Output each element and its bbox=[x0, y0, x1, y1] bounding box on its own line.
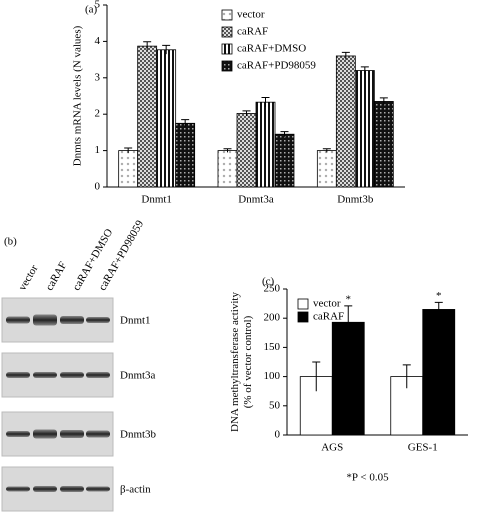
blot-band bbox=[33, 314, 57, 326]
x-tick-label: GES-1 bbox=[408, 442, 438, 454]
y-tick-label: 100 bbox=[264, 370, 281, 382]
y-tick-label: 250 bbox=[264, 283, 281, 295]
blot-band bbox=[60, 316, 84, 324]
blot-band bbox=[33, 429, 57, 439]
panel-label: (c) bbox=[262, 276, 275, 288]
legend-label: caRAF+PD98059 bbox=[237, 60, 316, 72]
row-label: Dnmt1 bbox=[120, 315, 151, 327]
x-tick-label: Dnmt1 bbox=[141, 194, 172, 206]
row-label: Dnmt3b bbox=[120, 429, 157, 441]
x-tick-label: AGS bbox=[321, 442, 343, 454]
blot-band bbox=[60, 486, 84, 492]
error-bar bbox=[312, 361, 321, 392]
y-axis-label: (% of vector control) bbox=[242, 315, 254, 408]
panel-label: (a) bbox=[85, 4, 98, 16]
footnote: *P < 0.05 bbox=[346, 472, 389, 484]
legend-swatch bbox=[221, 60, 233, 72]
legend-label: caRAF+DMSO bbox=[237, 43, 306, 55]
bar bbox=[175, 122, 196, 188]
lane-label: caRAF bbox=[43, 260, 69, 293]
panel-label: (b) bbox=[4, 236, 17, 248]
blot-band bbox=[86, 317, 110, 323]
lane-label: vector bbox=[16, 263, 40, 293]
error-bar bbox=[379, 97, 388, 106]
y-tick-label: 4 bbox=[95, 35, 101, 47]
y-tick-label: 1 bbox=[95, 144, 101, 156]
bar bbox=[354, 70, 375, 188]
legend-swatch bbox=[221, 43, 233, 55]
y-axis-label: DNA methyltransferase activity bbox=[229, 292, 241, 432]
error-bar bbox=[124, 147, 133, 154]
error-bar bbox=[143, 41, 152, 51]
error-bar bbox=[341, 51, 350, 60]
x-tick-label: Dnmt3a bbox=[238, 194, 274, 206]
error-bar bbox=[181, 119, 190, 127]
blot-band bbox=[6, 316, 30, 324]
y-axis-label: Dnmts mRNA levels (N values) bbox=[72, 25, 84, 166]
y-tick-label: 5 bbox=[95, 0, 101, 11]
blot-band bbox=[86, 372, 110, 378]
blot-band bbox=[86, 430, 110, 438]
bar bbox=[331, 321, 365, 436]
legend-swatch bbox=[221, 9, 233, 21]
error-bar bbox=[322, 148, 331, 153]
bar bbox=[255, 101, 276, 188]
legend-label: caRAF bbox=[237, 26, 268, 38]
error-bar bbox=[360, 66, 369, 75]
blot-band bbox=[6, 372, 30, 378]
error-bar bbox=[434, 301, 443, 317]
blot-band bbox=[33, 372, 57, 378]
bar bbox=[373, 101, 394, 188]
bar bbox=[236, 113, 257, 188]
bar bbox=[118, 150, 139, 188]
blot-band bbox=[6, 431, 30, 437]
bar bbox=[217, 150, 238, 188]
y-tick-label: 0 bbox=[275, 429, 281, 441]
bar bbox=[156, 49, 177, 188]
bar bbox=[137, 45, 158, 188]
blot-band bbox=[33, 486, 57, 492]
y-tick-label: 50 bbox=[269, 399, 281, 411]
error-bar bbox=[242, 110, 251, 117]
error-bar bbox=[261, 96, 270, 107]
error-bar bbox=[162, 44, 171, 55]
legend-label: vector bbox=[237, 9, 265, 21]
y-tick-label: 3 bbox=[95, 71, 101, 83]
legend-label: vector bbox=[313, 298, 341, 310]
error-bar bbox=[280, 131, 289, 137]
blot-band bbox=[60, 430, 84, 438]
y-tick-label: 0 bbox=[95, 181, 101, 193]
legend-swatch bbox=[221, 26, 233, 38]
legend-label: caRAF bbox=[313, 311, 344, 323]
row-label: Dnmt3a bbox=[120, 370, 156, 382]
y-tick-label: 150 bbox=[264, 341, 281, 353]
bar bbox=[316, 150, 337, 188]
error-bar bbox=[223, 148, 232, 153]
legend-swatch bbox=[297, 311, 309, 323]
error-bar bbox=[402, 364, 411, 389]
row-label: β-actin bbox=[120, 484, 151, 496]
y-tick-label: 2 bbox=[95, 108, 101, 120]
legend-swatch bbox=[297, 298, 309, 310]
bar bbox=[422, 309, 456, 436]
y-tick-label: 200 bbox=[264, 312, 281, 324]
bar bbox=[335, 55, 356, 188]
blot-band bbox=[6, 486, 30, 492]
bar bbox=[274, 133, 295, 188]
error-bar bbox=[344, 305, 353, 339]
significance: * bbox=[436, 290, 442, 302]
significance: * bbox=[346, 293, 352, 305]
x-tick-label: Dnmt3b bbox=[337, 194, 374, 206]
blot-band bbox=[60, 372, 84, 378]
blot-band bbox=[86, 486, 110, 492]
